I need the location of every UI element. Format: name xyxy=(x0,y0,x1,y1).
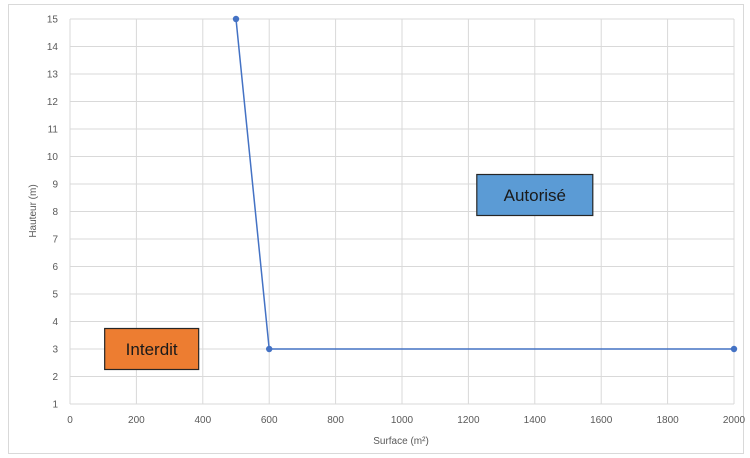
x-tick-label: 1200 xyxy=(457,415,480,426)
x-tick-label: 0 xyxy=(67,415,73,426)
x-tick-label: 1600 xyxy=(590,415,613,426)
x-tick-label: 1000 xyxy=(391,415,414,426)
annotation-box xyxy=(476,173,594,217)
annotation-label: Interdit xyxy=(126,340,178,359)
x-tick-label: 1800 xyxy=(656,415,679,426)
data-point xyxy=(730,345,738,353)
x-axis-ticks: 0 200 400 600 800 1000 1200 1400 1600 1800 2000 xyxy=(67,415,745,426)
y-tick-label: 6 xyxy=(52,262,58,273)
x-tick-label: 200 xyxy=(128,415,145,426)
y-tick-label: 15 xyxy=(47,15,59,26)
y-tick-label: 5 xyxy=(52,290,58,301)
annotation-label: Autorisé xyxy=(504,186,566,205)
data-point xyxy=(232,15,240,23)
y-tick-label: 13 xyxy=(47,70,59,81)
y-tick-label: 11 xyxy=(48,125,59,136)
chart-frame xyxy=(8,4,744,454)
y-tick-label: 7 xyxy=(52,235,58,246)
annotation-1: Interdit xyxy=(104,327,200,371)
series-layer xyxy=(232,15,738,353)
y-tick-label: 4 xyxy=(52,317,58,328)
annotations: Autorisé Interdit xyxy=(104,173,594,371)
x-tick-label: 600 xyxy=(261,415,278,426)
x-axis-title: Surface (m²) xyxy=(373,436,429,447)
x-tick-label: 1400 xyxy=(524,415,547,426)
x-tick-label: 400 xyxy=(194,415,211,426)
y-tick-label: 8 xyxy=(52,207,58,218)
y-tick-label: 10 xyxy=(47,152,59,163)
annotation-box xyxy=(104,327,200,371)
x-tick-label: 800 xyxy=(327,415,344,426)
y-tick-label: 9 xyxy=(52,180,58,191)
y-tick-label: 2 xyxy=(52,372,58,383)
y-axis-title: Hauteur (m) xyxy=(28,184,39,237)
x-tick-label: 2000 xyxy=(723,415,746,426)
y-tick-label: 14 xyxy=(47,42,59,53)
data-point xyxy=(266,345,273,353)
y-tick-label: 12 xyxy=(47,97,59,108)
annotation-0: Autorisé xyxy=(476,173,594,217)
y-tick-label: 3 xyxy=(52,345,58,356)
y-tick-label: 1 xyxy=(52,400,58,411)
grid xyxy=(69,18,735,405)
